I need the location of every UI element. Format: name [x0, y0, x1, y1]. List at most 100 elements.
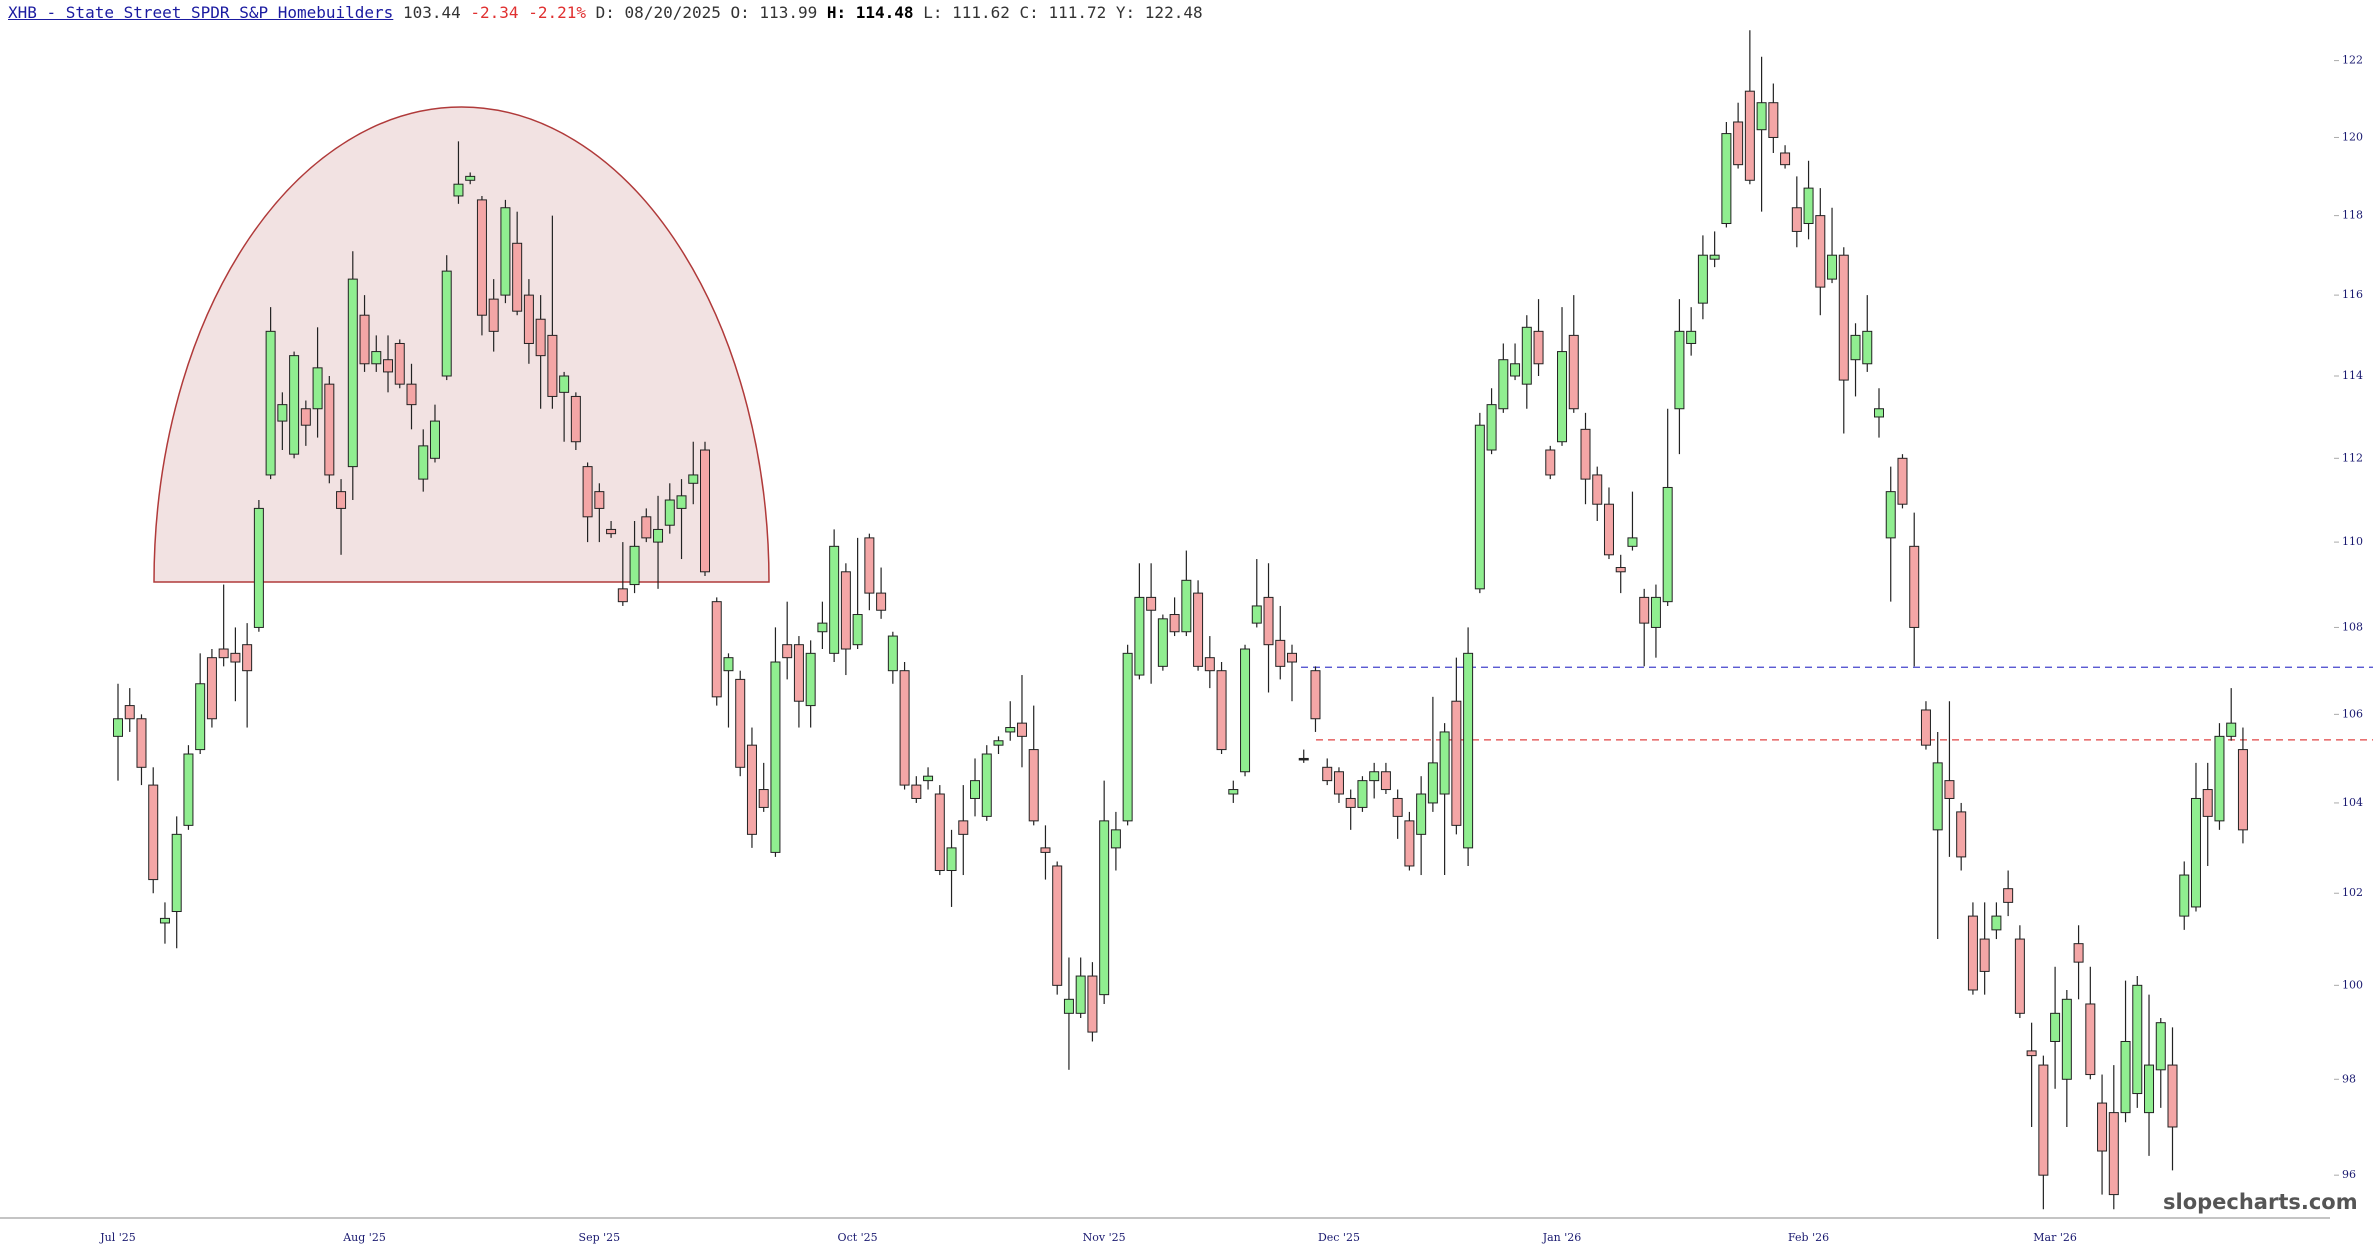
candle — [1721, 121, 1732, 228]
candle — [394, 339, 405, 389]
candle-body — [1721, 133, 1732, 225]
candle — [1862, 295, 1873, 372]
x-tick-label: Feb '26 — [1788, 1231, 1829, 1244]
candle — [1510, 343, 1521, 381]
candle-body — [2179, 874, 2190, 917]
candle-body — [1310, 670, 1321, 720]
candle — [852, 537, 863, 650]
candle-body — [1063, 998, 1074, 1014]
candle-body — [688, 474, 699, 484]
candle — [1956, 802, 1967, 871]
candle — [594, 483, 605, 543]
candle-body — [582, 466, 593, 518]
candle — [1474, 412, 1485, 594]
candle-body — [1287, 652, 1297, 663]
candle — [1885, 466, 1896, 602]
y-tick-label: 120 — [2342, 130, 2363, 143]
y-tick-label: 110 — [2342, 535, 2363, 548]
candle-body — [1275, 639, 1286, 667]
candle — [1744, 30, 1755, 185]
candle-body — [1850, 334, 1861, 361]
candle-body — [2050, 1012, 2061, 1042]
candle — [1251, 559, 1262, 628]
candle-body — [711, 601, 722, 698]
candle — [1310, 666, 1321, 732]
candle — [1662, 408, 1673, 606]
candle — [2014, 925, 2025, 1019]
candle-body — [547, 334, 558, 397]
x-tick-label: Nov '25 — [1083, 1231, 1126, 1244]
candle-body — [617, 588, 628, 603]
candle — [1146, 563, 1157, 684]
candle — [136, 714, 147, 786]
candle-body — [758, 789, 769, 808]
candle — [312, 327, 323, 438]
candle-body — [1181, 579, 1192, 633]
candle-body — [2085, 1003, 2096, 1076]
candle-body — [1815, 215, 1826, 288]
candle — [1122, 644, 1133, 826]
candle — [617, 542, 628, 606]
candle — [1874, 388, 1884, 438]
symbol-link[interactable]: XHB - State Street SPDR S&P Homebuilders — [8, 3, 394, 22]
candle — [1709, 231, 1720, 268]
candle — [723, 653, 734, 728]
candle — [1768, 83, 1779, 153]
candle — [1204, 636, 1215, 689]
candle-body — [1967, 915, 1978, 991]
candle-body — [1193, 592, 1204, 667]
candle — [2061, 989, 2072, 1127]
candle-body — [2144, 1064, 2155, 1114]
candle — [1967, 902, 1978, 995]
candle — [2214, 723, 2225, 830]
candle — [1333, 767, 1344, 803]
y-tick-label: 112 — [2342, 451, 2363, 464]
candle — [1650, 584, 1661, 658]
candle — [1298, 749, 1309, 763]
candle-body — [1791, 207, 1802, 232]
candle — [817, 601, 828, 650]
y-tick-label: 122 — [2342, 54, 2363, 67]
candle — [171, 816, 182, 949]
candle-body — [782, 644, 793, 659]
candle-body — [1686, 330, 1697, 344]
field-value: 122.48 — [1144, 3, 1203, 22]
candle-body — [1216, 670, 1227, 751]
candle-body — [629, 545, 640, 586]
candle-body — [1333, 771, 1344, 795]
candle — [1686, 307, 1697, 356]
field-value: 08/20/2025 — [624, 3, 721, 22]
candle — [1627, 491, 1638, 551]
y-tick-label: 102 — [2342, 886, 2363, 899]
candle — [1545, 445, 1556, 480]
candle — [1439, 723, 1450, 876]
candle-body — [441, 270, 452, 377]
candle-body — [2214, 735, 2225, 822]
candle — [324, 375, 335, 484]
candle-body — [840, 571, 851, 650]
y-tick-label: 118 — [2342, 209, 2363, 222]
candle — [359, 295, 370, 372]
candle-body — [1134, 596, 1145, 676]
candle-body — [2155, 1022, 2166, 1071]
candle — [476, 195, 487, 336]
candle-body — [148, 784, 159, 881]
candle-body — [1768, 102, 1779, 138]
candle-body — [1251, 605, 1262, 624]
candle-body — [1920, 709, 1931, 746]
candle-body — [1827, 254, 1838, 280]
candle — [1228, 780, 1239, 803]
candle — [195, 653, 206, 755]
candle — [148, 767, 159, 894]
candle-body — [1052, 865, 1063, 986]
candle — [523, 279, 534, 364]
x-tick-label: Sep '25 — [579, 1231, 621, 1244]
candle — [911, 776, 922, 803]
candle-body — [2132, 984, 2143, 1095]
candle — [746, 727, 757, 848]
candle — [2190, 762, 2201, 912]
candle — [876, 567, 887, 619]
candle — [1451, 657, 1462, 835]
candle — [465, 172, 476, 185]
